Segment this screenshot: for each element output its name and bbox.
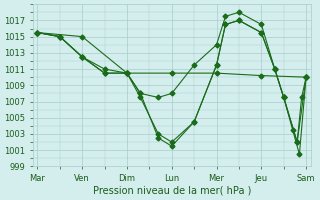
X-axis label: Pression niveau de la mer( hPa ): Pression niveau de la mer( hPa ) [92, 186, 251, 196]
